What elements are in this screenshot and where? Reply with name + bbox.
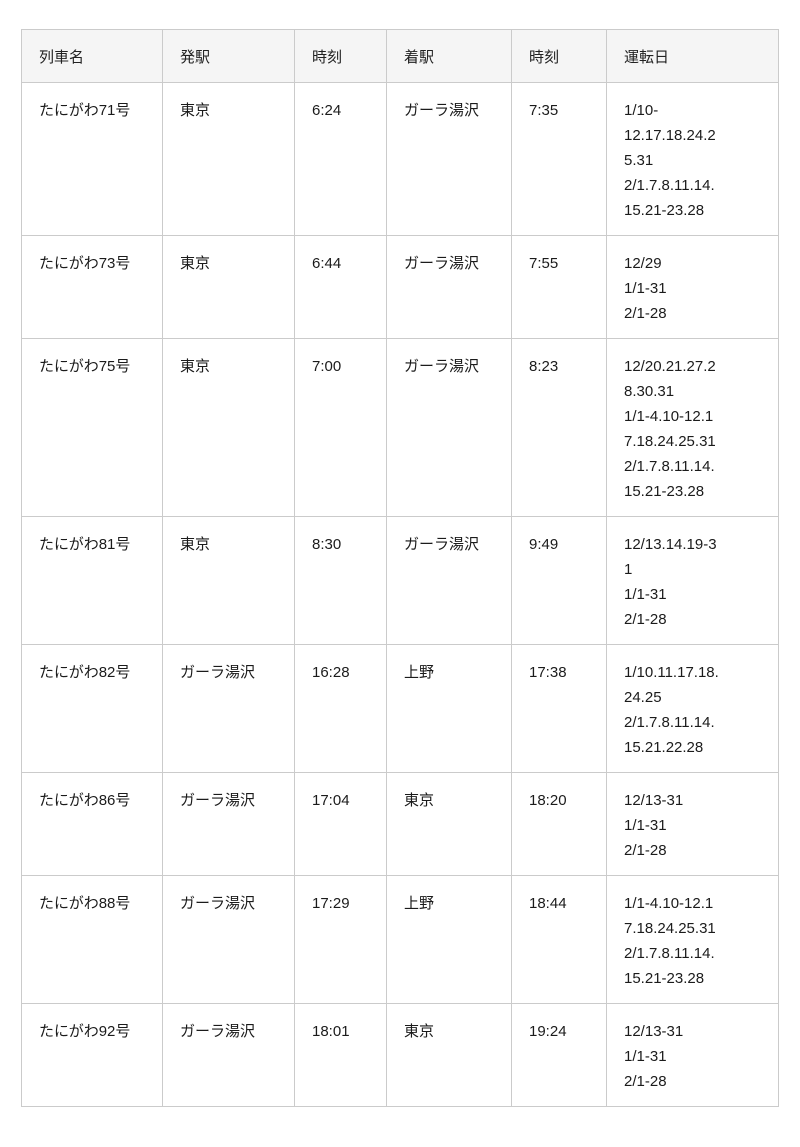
operating-days-line: 2/1.7.8.11.14. — [624, 714, 715, 731]
operating-days-line: 12/13-31 — [624, 792, 684, 809]
cell-arrival-time: 7:55 — [511, 235, 607, 339]
column-header-to: 着駅 — [386, 29, 512, 83]
cell-operating-days: 1/10.11.17.18. 24.25 2/1.7.8.11.14. 15.21.2… — [606, 644, 779, 773]
cell-arrival-station: 東京 — [386, 772, 512, 876]
cell-arrival-station: 上野 — [386, 644, 512, 773]
cell-departure-station: ガーラ湯沢 — [162, 772, 295, 876]
table-row: たにがわ81号 東京 8:30 ガーラ湯沢 9:49 12/13.14.19-3 1 1/1-… — [21, 516, 779, 645]
operating-days-line: 2/1-28 — [624, 842, 667, 859]
operating-days-line: 15.21-23.28 — [624, 970, 705, 987]
cell-operating-days: 12/13.14.19-3 1 1/1-31 2/1-28 — [606, 516, 779, 645]
cell-operating-days: 12/13-31 1/1-31 2/1-28 — [606, 772, 779, 876]
operating-days-line: 1/1-4.10-12.1 — [624, 408, 714, 425]
operating-days-line: 15.21-23.28 — [624, 202, 705, 219]
cell-departure-time: 8:30 — [294, 516, 387, 645]
header-row: 列車名 発駅 時刻 着駅 時刻 運転日 — [21, 29, 779, 83]
column-header-arr: 時刻 — [511, 29, 607, 83]
cell-train-name: たにがわ82号 — [21, 644, 163, 773]
cell-train-name: たにがわ75号 — [21, 338, 163, 517]
column-header-dep: 時刻 — [294, 29, 387, 83]
column-header-from: 発駅 — [162, 29, 295, 83]
cell-arrival-station: ガーラ湯沢 — [386, 338, 512, 517]
cell-arrival-station: 上野 — [386, 875, 512, 1004]
cell-arrival-station: ガーラ湯沢 — [386, 82, 512, 236]
operating-days-line: 1/1-31 — [624, 280, 667, 297]
cell-train-name: たにがわ86号 — [21, 772, 163, 876]
column-header-days: 運転日 — [606, 29, 779, 83]
table-row: たにがわ88号 ガーラ湯沢 17:29 上野 18:44 1/1-4.10-12.1 7.1… — [21, 875, 779, 1004]
cell-departure-station: 東京 — [162, 82, 295, 236]
operating-days-line: 7.18.24.25.31 — [624, 433, 716, 450]
cell-departure-time: 16:28 — [294, 644, 387, 773]
cell-train-name: たにがわ71号 — [21, 82, 163, 236]
cell-operating-days: 1/10- 12.17.18.24.2 5.31 2/1.7.8.11.14. 15.2… — [606, 82, 779, 236]
cell-arrival-time: 18:20 — [511, 772, 607, 876]
cell-departure-time: 17:29 — [294, 875, 387, 1004]
cell-arrival-time: 19:24 — [511, 1003, 607, 1107]
operating-days-line: 12/13.14.19-3 — [624, 536, 717, 553]
cell-train-name: たにがわ92号 — [21, 1003, 163, 1107]
cell-arrival-time: 9:49 — [511, 516, 607, 645]
operating-days-line: 1/10- — [624, 102, 659, 119]
operating-days-line: 1/10.11.17.18. — [624, 664, 719, 681]
cell-operating-days: 1/1-4.10-12.1 7.18.24.25.31 2/1.7.8.11.14.… — [606, 875, 779, 1004]
operating-days-line: 12.17.18.24.2 — [624, 127, 716, 144]
operating-days-line: 1 — [624, 561, 633, 578]
cell-train-name: たにがわ88号 — [21, 875, 163, 1004]
table-row: たにがわ86号 ガーラ湯沢 17:04 東京 18:20 12/13-31 1/1-31 2/… — [21, 772, 779, 876]
cell-departure-station: 東京 — [162, 516, 295, 645]
operating-days-line: 1/1-31 — [624, 817, 667, 834]
cell-train-name: たにがわ73号 — [21, 235, 163, 339]
cell-operating-days: 12/29 1/1-31 2/1-28 — [606, 235, 779, 339]
table-row: たにがわ75号 東京 7:00 ガーラ湯沢 8:23 12/20.21.27.2 8.30.… — [21, 338, 779, 517]
operating-days-line: 15.21-23.28 — [624, 483, 705, 500]
operating-days-line: 2/1.7.8.11.14. — [624, 458, 715, 475]
cell-arrival-station: ガーラ湯沢 — [386, 516, 512, 645]
cell-departure-station: 東京 — [162, 235, 295, 339]
cell-operating-days: 12/13-31 1/1-31 2/1-28 — [606, 1003, 779, 1107]
cell-departure-time: 18:01 — [294, 1003, 387, 1107]
operating-days-line: 7.18.24.25.31 — [624, 920, 716, 937]
operating-days-line: 2/1-28 — [624, 611, 667, 628]
operating-days-line: 2/1.7.8.11.14. — [624, 177, 715, 194]
operating-days-line: 12/13-31 — [624, 1023, 684, 1040]
cell-departure-time: 6:44 — [294, 235, 387, 339]
cell-departure-time: 7:00 — [294, 338, 387, 517]
operating-days-line: 2/1-28 — [624, 305, 667, 322]
table-row: たにがわ92号 ガーラ湯沢 18:01 東京 19:24 12/13-31 1/1-31 2/… — [21, 1003, 779, 1107]
cell-departure-station: ガーラ湯沢 — [162, 644, 295, 773]
operating-days-line: 12/20.21.27.2 — [624, 358, 716, 375]
cell-arrival-time: 17:38 — [511, 644, 607, 773]
cell-arrival-time: 18:44 — [511, 875, 607, 1004]
cell-train-name: たにがわ81号 — [21, 516, 163, 645]
operating-days-line: 24.25 — [624, 689, 662, 706]
operating-days-line: 5.31 — [624, 152, 654, 169]
cell-arrival-station: 東京 — [386, 1003, 512, 1107]
table-body: たにがわ71号 東京 6:24 ガーラ湯沢 7:35 1/10- 12.17.18.24.2… — [21, 82, 779, 1107]
operating-days-line: 2/1-28 — [624, 1073, 667, 1090]
cell-departure-time: 17:04 — [294, 772, 387, 876]
operating-days-line: 1/1-31 — [624, 1048, 667, 1065]
cell-arrival-time: 8:23 — [511, 338, 607, 517]
column-header-train: 列車名 — [21, 29, 163, 83]
train-timetable: 列車名 発駅 時刻 着駅 時刻 運転日 たにがわ71号 東京 6:24 ガーラ湯沢 7:35 1/1… — [21, 29, 779, 1107]
cell-departure-station: 東京 — [162, 338, 295, 517]
cell-departure-station: ガーラ湯沢 — [162, 875, 295, 1004]
cell-arrival-station: ガーラ湯沢 — [386, 235, 512, 339]
operating-days-line: 12/29 — [624, 255, 662, 272]
cell-departure-time: 6:24 — [294, 82, 387, 236]
operating-days-line: 15.21.22.28 — [624, 739, 704, 756]
table-row: たにがわ73号 東京 6:44 ガーラ湯沢 7:55 12/29 1/1-31 2/1-28 — [21, 235, 779, 339]
operating-days-line: 1/1-31 — [624, 586, 667, 603]
operating-days-line: 2/1.7.8.11.14. — [624, 945, 715, 962]
cell-operating-days: 12/20.21.27.2 8.30.31 1/1-4.10-12.1 7.18.24… — [606, 338, 779, 517]
cell-departure-station: ガーラ湯沢 — [162, 1003, 295, 1107]
cell-arrival-time: 7:35 — [511, 82, 607, 236]
table-row: たにがわ71号 東京 6:24 ガーラ湯沢 7:35 1/10- 12.17.18.24.2… — [21, 82, 779, 236]
table-row: たにがわ82号 ガーラ湯沢 16:28 上野 17:38 1/10.11.17.18. 24… — [21, 644, 779, 773]
operating-days-line: 1/1-4.10-12.1 — [624, 895, 714, 912]
operating-days-line: 8.30.31 — [624, 383, 675, 400]
